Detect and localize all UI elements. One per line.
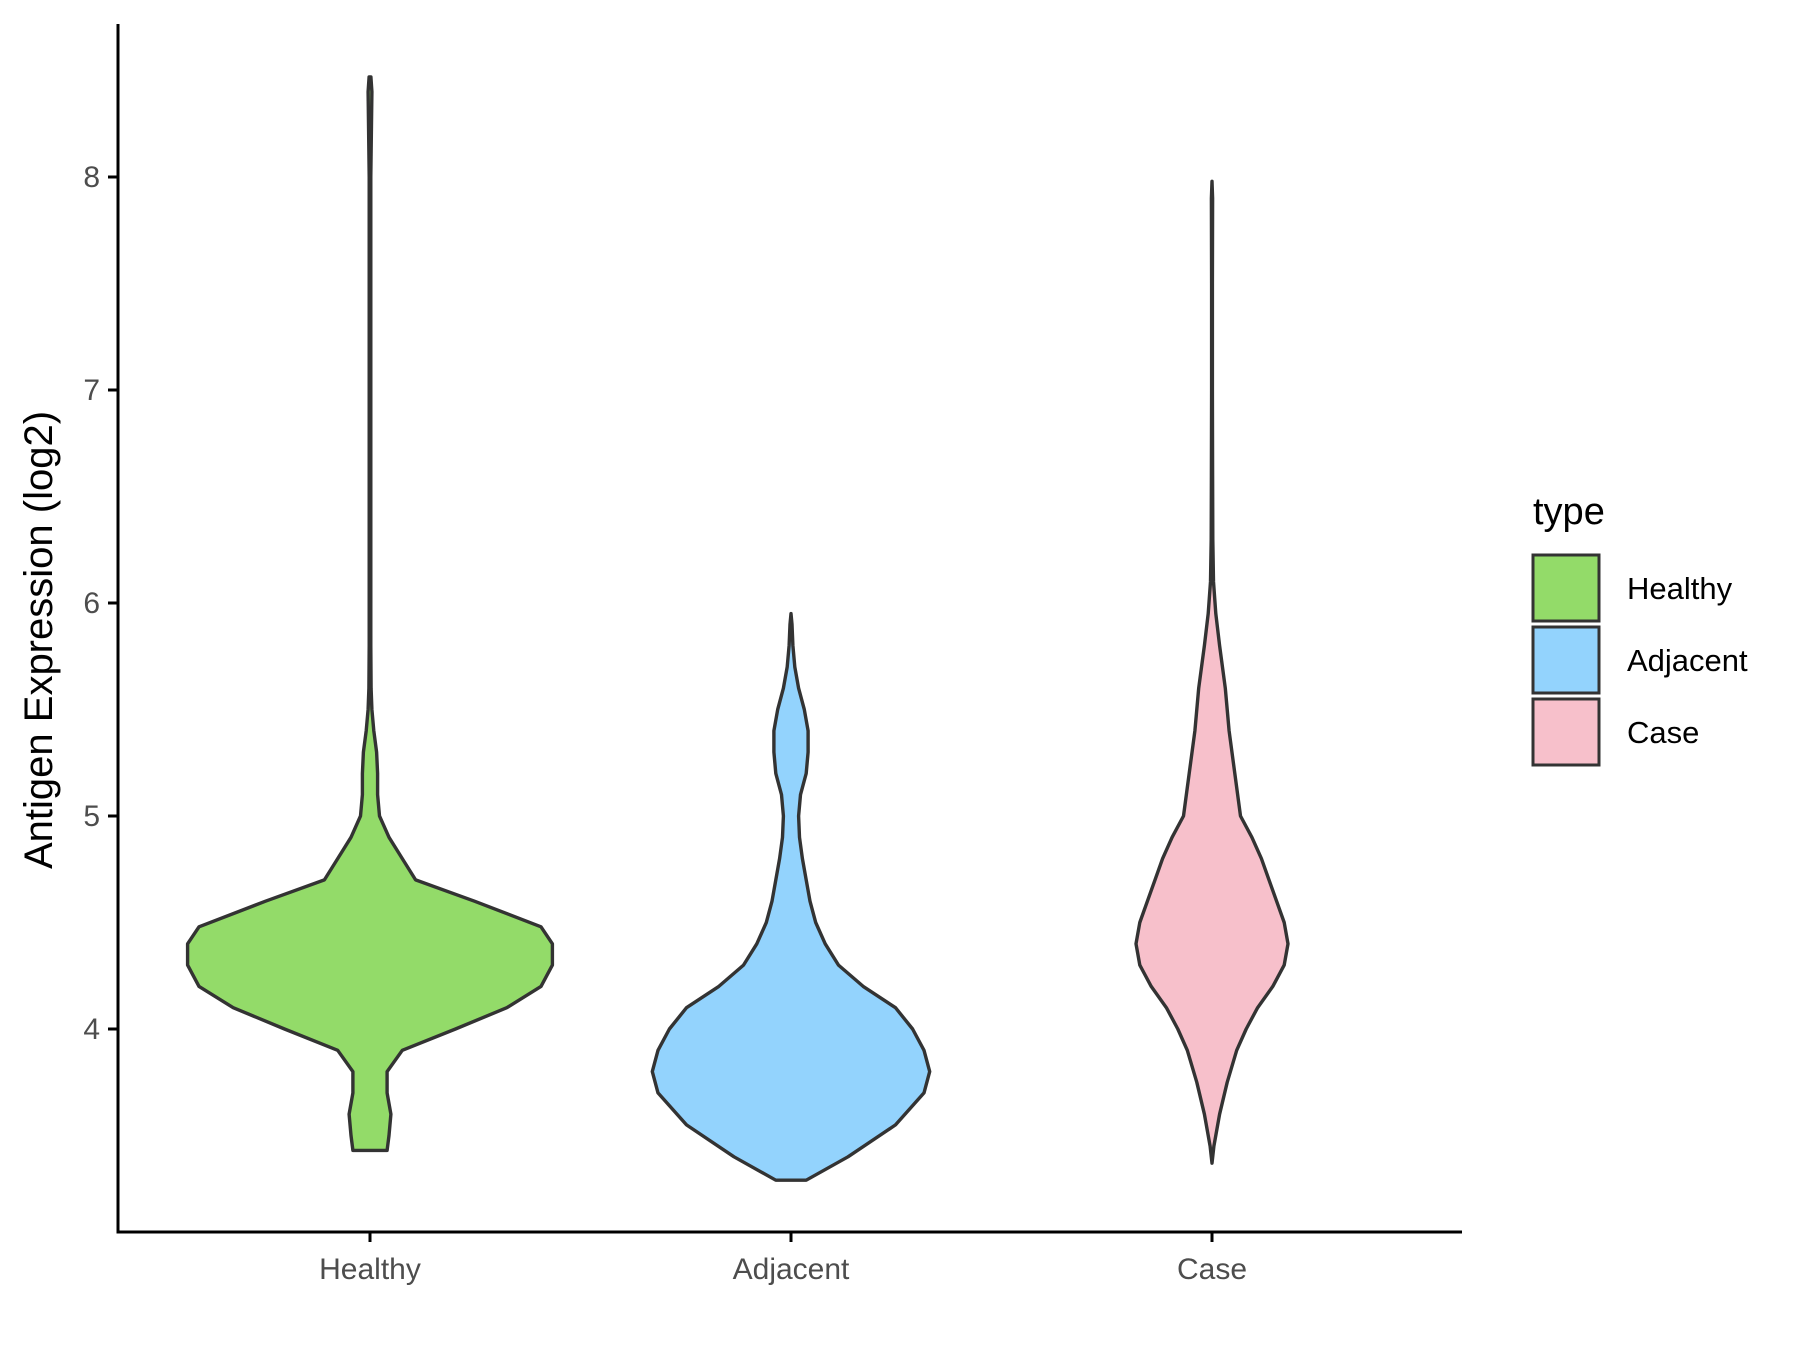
legend-label-healthy: Healthy [1627, 571, 1733, 606]
legend-key-case [1531, 697, 1601, 767]
legend-key-healthy [1531, 553, 1601, 623]
violin-case [1134, 179, 1290, 1165]
y-axis-title: Antigen Expression (log2) [17, 411, 61, 869]
violins-layer [185, 75, 1290, 1182]
y-tick-label-4: 4 [83, 1013, 100, 1046]
legend-key-adjacent [1531, 625, 1601, 695]
axes-layer [116, 24, 1462, 1234]
x-tick-label-case: Case [1177, 1253, 1247, 1286]
x-tick-label-healthy: Healthy [319, 1253, 421, 1286]
y-tick-label-7: 7 [83, 374, 100, 407]
violin-adjacent [650, 611, 932, 1182]
legend-title: type [1533, 491, 1605, 533]
legend-label-adjacent: Adjacent [1627, 643, 1748, 678]
y-tick-label-5: 5 [83, 800, 100, 833]
legend-label-case: Case [1627, 715, 1699, 750]
y-ticks: 4 5 6 7 8 [83, 161, 118, 1046]
x-ticks: Healthy Adjacent Case [319, 1232, 1247, 1286]
legend: type Healthy Adjacent Case [1531, 491, 1748, 767]
x-tick-label-adjacent: Adjacent [733, 1253, 850, 1286]
y-tick-label-6: 6 [83, 587, 100, 620]
y-tick-label-8: 8 [83, 161, 100, 194]
violin-healthy [185, 75, 555, 1153]
